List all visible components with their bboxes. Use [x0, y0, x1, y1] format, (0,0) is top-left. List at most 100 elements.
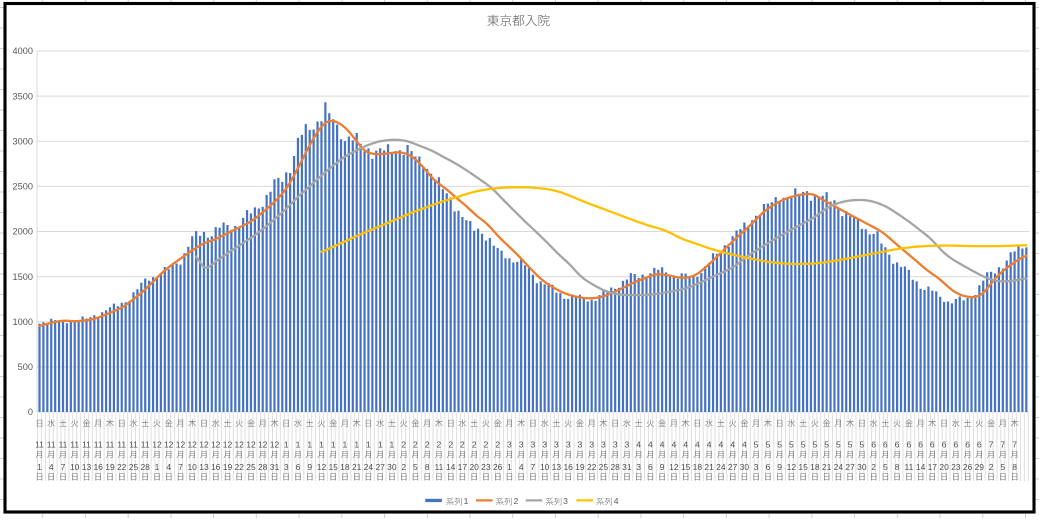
- svg-text:5: 5: [789, 439, 794, 449]
- svg-text:4: 4: [683, 439, 688, 449]
- svg-text:10: 10: [70, 462, 80, 472]
- svg-text:13: 13: [552, 462, 562, 472]
- svg-text:11: 11: [904, 462, 913, 472]
- svg-text:6: 6: [871, 439, 876, 449]
- svg-text:7: 7: [989, 439, 994, 449]
- svg-text:5: 5: [813, 439, 818, 449]
- svg-text:3: 3: [613, 439, 618, 449]
- svg-text:4: 4: [660, 439, 665, 449]
- svg-text:1000: 1000: [13, 317, 33, 327]
- svg-text:24: 24: [716, 462, 726, 472]
- svg-text:2: 2: [495, 439, 500, 449]
- svg-text:15: 15: [328, 462, 338, 472]
- svg-text:3: 3: [566, 439, 571, 449]
- svg-text:12: 12: [234, 439, 244, 449]
- svg-text:11: 11: [141, 439, 150, 449]
- svg-text:15: 15: [798, 462, 808, 472]
- svg-text:2000: 2000: [13, 227, 33, 237]
- svg-text:5: 5: [860, 439, 865, 449]
- svg-text:14: 14: [446, 462, 456, 472]
- svg-text:8: 8: [425, 462, 430, 472]
- svg-text:2: 2: [413, 439, 418, 449]
- svg-text:6: 6: [930, 439, 935, 449]
- svg-text:3: 3: [589, 439, 594, 449]
- svg-text:19: 19: [575, 462, 585, 472]
- svg-text:10: 10: [187, 462, 197, 472]
- svg-text:12: 12: [317, 462, 327, 472]
- svg-text:1: 1: [378, 439, 383, 449]
- svg-text:11: 11: [82, 439, 91, 449]
- svg-text:5: 5: [848, 439, 853, 449]
- svg-text:17: 17: [458, 462, 468, 472]
- svg-text:3: 3: [754, 462, 759, 472]
- svg-text:6: 6: [648, 462, 653, 472]
- svg-text:7: 7: [531, 462, 536, 472]
- svg-text:8: 8: [895, 462, 900, 472]
- svg-text:6: 6: [942, 439, 947, 449]
- svg-text:6: 6: [965, 439, 970, 449]
- svg-text:4: 4: [648, 439, 653, 449]
- svg-text:11: 11: [106, 439, 115, 449]
- svg-text:6: 6: [766, 462, 771, 472]
- svg-text:25: 25: [129, 462, 139, 472]
- svg-text:5: 5: [766, 439, 771, 449]
- svg-text:2: 2: [460, 439, 465, 449]
- svg-text:25: 25: [246, 462, 256, 472]
- svg-text:2: 2: [989, 462, 994, 472]
- svg-text:3: 3: [554, 439, 559, 449]
- svg-text:3: 3: [563, 496, 568, 506]
- svg-text:12: 12: [187, 439, 197, 449]
- svg-text:6: 6: [296, 462, 301, 472]
- svg-text:28: 28: [140, 462, 150, 472]
- svg-text:12: 12: [246, 439, 256, 449]
- svg-text:2: 2: [448, 439, 453, 449]
- svg-text:4: 4: [695, 439, 700, 449]
- svg-text:4: 4: [730, 439, 735, 449]
- svg-text:5: 5: [883, 462, 888, 472]
- svg-text:11: 11: [70, 439, 79, 449]
- svg-text:4: 4: [49, 462, 54, 472]
- svg-text:8: 8: [1012, 462, 1017, 472]
- svg-text:500: 500: [18, 362, 33, 372]
- svg-text:12: 12: [669, 462, 679, 472]
- svg-text:12: 12: [223, 439, 233, 449]
- svg-text:3500: 3500: [13, 91, 33, 101]
- svg-text:6: 6: [895, 439, 900, 449]
- svg-text:6: 6: [918, 439, 923, 449]
- svg-text:1: 1: [307, 439, 312, 449]
- svg-text:12: 12: [152, 439, 162, 449]
- svg-text:4: 4: [519, 462, 524, 472]
- svg-text:4: 4: [742, 439, 747, 449]
- svg-text:12: 12: [270, 439, 280, 449]
- svg-text:11: 11: [129, 439, 138, 449]
- svg-text:13: 13: [199, 462, 209, 472]
- svg-text:2: 2: [425, 439, 430, 449]
- svg-text:1: 1: [507, 462, 512, 472]
- svg-text:3: 3: [519, 439, 524, 449]
- svg-text:3: 3: [636, 462, 641, 472]
- svg-text:25: 25: [599, 462, 609, 472]
- svg-text:1: 1: [331, 439, 336, 449]
- svg-text:2: 2: [437, 439, 442, 449]
- svg-text:4: 4: [672, 439, 677, 449]
- svg-text:19: 19: [105, 462, 115, 472]
- svg-text:31: 31: [270, 462, 280, 472]
- svg-text:27: 27: [728, 462, 738, 472]
- svg-text:1: 1: [390, 439, 395, 449]
- svg-text:12: 12: [211, 439, 221, 449]
- svg-text:5: 5: [777, 439, 782, 449]
- svg-text:5: 5: [836, 439, 841, 449]
- svg-text:22: 22: [587, 462, 597, 472]
- svg-text:16: 16: [211, 462, 221, 472]
- svg-text:27: 27: [375, 462, 385, 472]
- svg-text:5: 5: [754, 439, 759, 449]
- svg-text:2: 2: [401, 439, 406, 449]
- svg-text:11: 11: [117, 439, 126, 449]
- svg-text:2: 2: [871, 462, 876, 472]
- svg-text:6: 6: [953, 439, 958, 449]
- svg-text:12: 12: [199, 439, 209, 449]
- svg-text:6: 6: [883, 439, 888, 449]
- svg-text:21: 21: [822, 462, 832, 472]
- svg-text:14: 14: [916, 462, 926, 472]
- svg-text:4: 4: [166, 462, 171, 472]
